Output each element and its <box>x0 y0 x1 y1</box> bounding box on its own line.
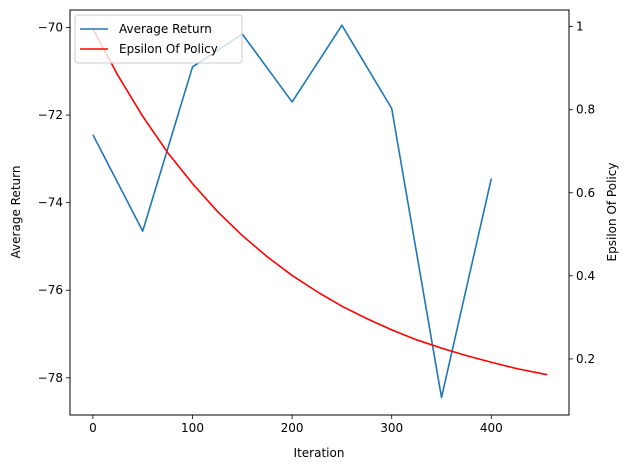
left-y-axis-label: Average Return <box>9 166 23 259</box>
x-tick-label: 300 <box>380 421 403 435</box>
legend-frame <box>74 14 243 64</box>
legend-label-epsilon-of-policy: Epsilon Of Policy <box>119 42 218 56</box>
right-y-axis-ticks: 0.2 0.4 0.6 0.8 1 <box>569 20 595 366</box>
series-line-epsilon-of-policy <box>92 28 548 376</box>
left-y-axis-ticks: −78 −76 −74 −72 −70 <box>38 21 70 385</box>
right-y-tick-label: 0.4 <box>576 269 595 283</box>
legend: Average Return Epsilon Of Policy <box>74 14 243 64</box>
legend-label-average-return: Average Return <box>119 22 212 36</box>
left-y-tick-label: −70 <box>38 21 63 35</box>
left-y-tick-label: −76 <box>38 283 63 297</box>
right-y-axis-label: Epsilon Of Policy <box>605 163 619 262</box>
x-tick-label: 100 <box>181 421 204 435</box>
right-y-tick-label: 1 <box>576 20 584 34</box>
x-tick-label: 200 <box>281 421 304 435</box>
series-line-average-return <box>92 24 493 399</box>
x-tick-label: 0 <box>89 421 97 435</box>
series-layer <box>92 24 548 399</box>
plot-frame <box>69 9 570 416</box>
left-y-tick-label: −74 <box>38 196 63 210</box>
right-y-tick-label: 0.2 <box>576 352 595 366</box>
right-y-tick-label: 0.6 <box>576 186 595 200</box>
x-axis-ticks: 0 100 200 300 400 <box>89 415 503 435</box>
left-y-tick-label: −78 <box>38 371 63 385</box>
x-tick-label: 400 <box>480 421 503 435</box>
left-y-tick-label: −72 <box>38 108 63 122</box>
x-axis-label: Iteration <box>294 446 345 460</box>
right-y-tick-label: 0.8 <box>576 103 595 117</box>
